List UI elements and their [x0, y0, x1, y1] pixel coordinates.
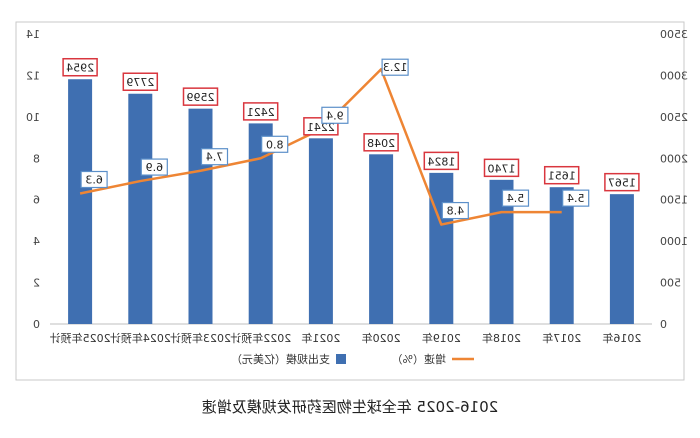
growth-value-label: 6.9	[146, 161, 164, 174]
bar-value-label-box	[62, 57, 98, 77]
bar-value-label-box	[242, 102, 279, 121]
bar-value-label: 2421	[247, 106, 275, 119]
bar-value-label: 1567	[608, 177, 636, 190]
bar	[308, 138, 333, 324]
bar	[248, 123, 273, 324]
y-left-tick-label: 0	[660, 318, 667, 331]
bar-value-label-box	[604, 172, 640, 192]
bar-value-label-box	[182, 87, 219, 106]
y-right-tick-label: 6	[33, 194, 40, 207]
growth-value-label-box	[501, 189, 530, 207]
growth-value-label: 8.0	[266, 138, 284, 151]
bar	[429, 172, 454, 324]
y-left-tick-label: 1000	[660, 235, 688, 248]
bar	[369, 154, 394, 324]
bar-value-label: 2241	[307, 121, 335, 134]
x-tick-label: 2018年	[482, 331, 521, 345]
legend-label-bar: 支出规模（亿美元）	[231, 352, 330, 366]
bar	[609, 194, 634, 324]
axes: 0 500 1000 1500 2000 2500 3000 3500 0 2 4 6 8 10 12 14 2…	[26, 28, 688, 345]
x-tick-label: 2022年预计	[230, 331, 291, 345]
growth-value-label: 6.3	[85, 174, 103, 187]
legend-label-line: 增速（%）	[392, 352, 446, 366]
y-right-tick-label: 4	[33, 235, 40, 248]
bar	[549, 187, 574, 324]
bar-value-label: 1740	[488, 162, 516, 175]
bar-value-label: 2599	[187, 91, 215, 104]
bar-value-label-box	[423, 151, 460, 171]
bar-value-label-box	[543, 165, 580, 185]
y-right-tick-label: 10	[26, 111, 40, 124]
bar-value-label: 1824	[427, 155, 455, 168]
data-labels: 1567 1651 1740 1824 2048 2241 2421 2599 2779 2954…	[62, 57, 640, 220]
growth-value-label: 5.4	[507, 192, 525, 205]
y-left-tick-label: 1500	[660, 194, 688, 207]
growth-value-label: 5.4	[567, 192, 585, 205]
x-tick-label: 2021年	[301, 331, 340, 345]
x-tick-label: 2025年预计	[50, 331, 111, 345]
y-left-tick-label: 500	[660, 277, 681, 290]
bar-value-label-box	[122, 72, 159, 91]
x-tick-label: 2023年预计	[170, 331, 231, 345]
growth-value-label: 9.4	[326, 109, 344, 122]
y-right-tick-label: 2	[33, 277, 40, 290]
x-tick-label: 2020年	[362, 331, 401, 345]
figure-caption: 2016-2025 年全球生物医药研发规模及增速	[202, 398, 499, 416]
bar-value-label: 2954	[66, 62, 94, 75]
bar-value-label: 1651	[548, 170, 576, 183]
y-left-tick-label: 2000	[660, 152, 688, 165]
bar	[68, 79, 93, 325]
legend-bar-swatch	[336, 354, 346, 364]
bar-value-label-box	[363, 133, 399, 152]
x-tick-label: 2017年	[542, 331, 581, 345]
growth-value-label-box	[562, 189, 590, 207]
y-right-tick-label: 0	[33, 318, 40, 331]
growth-value-label: 12.3	[383, 61, 408, 74]
y-right-tick-label: 12	[26, 69, 40, 82]
y-right-tick-label: 8	[33, 152, 40, 165]
legend: 增速（%） 支出规模（亿美元）	[231, 352, 474, 366]
bar-value-label: 2779	[126, 76, 154, 89]
y-left-tick-label: 3500	[660, 28, 688, 41]
x-tick-label: 2024年预计	[110, 331, 171, 345]
growth-value-label-box	[200, 148, 229, 166]
growth-value-label-box	[140, 158, 168, 176]
y-right-tick-label: 14	[26, 28, 40, 41]
bar	[128, 93, 153, 325]
growth-value-label-box	[441, 201, 469, 220]
growth-value-label-box	[381, 58, 409, 76]
growth-value-label-box	[321, 106, 349, 124]
growth-value-label: 4.8	[447, 205, 465, 218]
y-left-tick-label: 3000	[660, 69, 688, 82]
bar-value-label-box	[483, 158, 520, 178]
x-tick-label: 2019年	[422, 331, 461, 345]
growth-value-label-box	[80, 170, 108, 189]
growth-value-label-box	[261, 135, 289, 153]
y-left-tick-label: 2500	[660, 111, 688, 124]
growth-value-label: 7.4	[206, 151, 224, 164]
bar-value-label: 2048	[367, 137, 395, 150]
bar	[188, 108, 213, 324]
x-tick-label: 2016年	[602, 331, 641, 345]
bar-series	[68, 79, 634, 325]
